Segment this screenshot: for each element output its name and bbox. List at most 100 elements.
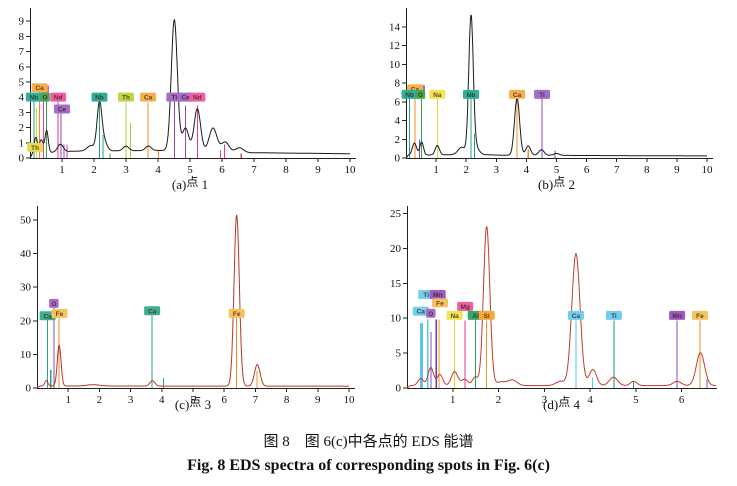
axes: [26, 8, 356, 162]
svg-text:Nb: Nb: [405, 92, 414, 99]
svg-text:8: 8: [19, 31, 25, 43]
element-lines: [47, 308, 258, 388]
svg-text:9: 9: [19, 16, 25, 28]
svg-text:Ce: Ce: [181, 95, 190, 102]
svg-text:Fe: Fe: [436, 300, 444, 307]
tick-labels: 0 5 10 15 20 25 1 2 3 4 5 6: [390, 208, 685, 406]
svg-text:8: 8: [644, 164, 650, 176]
axes: [402, 8, 713, 162]
svg-text:Mn: Mn: [672, 313, 681, 320]
svg-text:Ca: Ca: [35, 85, 44, 92]
svg-text:0: 0: [396, 383, 402, 395]
svg-text:6: 6: [219, 164, 225, 176]
tick-labels: 0 10 20 30 40 50 1 2 3 4 5 6 7 8 9 10: [20, 215, 355, 406]
element-lines: [33, 91, 242, 158]
svg-text:Mg: Mg: [460, 304, 469, 311]
svg-text:5: 5: [633, 394, 639, 406]
svg-text:12: 12: [389, 40, 400, 52]
svg-text:25: 25: [390, 208, 402, 220]
axes: [403, 206, 717, 392]
svg-text:Ti: Ti: [539, 92, 545, 99]
svg-text:Mn: Mn: [433, 292, 442, 299]
svg-text:40: 40: [20, 248, 32, 260]
svg-text:5: 5: [554, 164, 560, 176]
svg-text:6: 6: [395, 96, 401, 108]
subplot-caption: (d)点 4: [543, 395, 580, 412]
svg-text:Ca: Ca: [417, 309, 426, 316]
svg-text:Nb: Nb: [467, 92, 476, 99]
svg-text:14: 14: [389, 21, 401, 33]
svg-text:4: 4: [395, 115, 401, 127]
svg-text:4: 4: [524, 164, 530, 176]
svg-text:5: 5: [187, 164, 193, 176]
svg-text:Na: Na: [433, 92, 442, 99]
svg-text:Nd: Nd: [193, 95, 202, 102]
svg-text:Th: Th: [31, 145, 39, 152]
svg-text:Al: Al: [472, 313, 479, 320]
svg-text:4: 4: [19, 92, 25, 104]
svg-text:Ti: Ti: [171, 95, 177, 102]
spectrum-curve: [405, 14, 707, 159]
svg-text:Fe: Fe: [696, 313, 704, 320]
svg-text:8: 8: [283, 164, 289, 176]
figure-caption-english: Fig. 8 EDS spectra of corresponding spot…: [187, 457, 550, 474]
element-labels: CaNbONaNbCaTi: [401, 84, 551, 99]
svg-text:8: 8: [395, 78, 401, 90]
svg-text:5: 5: [396, 348, 402, 360]
svg-text:7: 7: [251, 164, 257, 176]
subplot-caption: (a)点 1: [172, 175, 208, 192]
svg-text:Ca: Ca: [513, 92, 522, 99]
svg-text:4: 4: [159, 394, 165, 406]
svg-text:2: 2: [91, 164, 97, 176]
svg-text:0: 0: [26, 383, 32, 395]
svg-text:50: 50: [20, 215, 32, 227]
svg-text:3: 3: [123, 164, 129, 176]
spectrum-curve: [29, 18, 350, 159]
svg-text:10: 10: [344, 394, 356, 406]
svg-text:Fe: Fe: [56, 311, 64, 318]
svg-text:6: 6: [679, 394, 685, 406]
svg-text:3: 3: [494, 164, 500, 176]
axes: [33, 206, 355, 392]
svg-text:10: 10: [345, 164, 357, 176]
svg-text:10: 10: [389, 59, 401, 71]
subplot-caption: (c)点 3: [175, 395, 211, 412]
figure-caption-chinese: 图 8 图 6(c)中各点的 EDS 能谱: [263, 434, 474, 450]
svg-text:Nb: Nb: [30, 95, 39, 102]
svg-text:1: 1: [19, 137, 25, 149]
svg-text:4: 4: [155, 164, 161, 176]
svg-text:Ca: Ca: [148, 308, 157, 315]
svg-text:1: 1: [59, 164, 65, 176]
svg-text:Ca: Ca: [144, 95, 153, 102]
svg-text:Si: Si: [484, 313, 490, 320]
svg-text:2: 2: [395, 134, 401, 146]
svg-text:20: 20: [390, 243, 402, 255]
svg-text:5: 5: [19, 76, 25, 88]
svg-text:7: 7: [614, 164, 620, 176]
svg-text:3: 3: [128, 394, 134, 406]
spectrum-plot: 0246810121412345678910CaNbONaNbCaTi(b)点 …: [389, 8, 713, 192]
svg-text:Nb: Nb: [95, 95, 104, 102]
eds-spectrum-d-spot4: 0 5 10 15 20 25 1 2 3 4 5 6 Ti Mn Fe Ca O Na Mg Al Si Ca Ti Mn F…: [368, 200, 737, 422]
svg-text:7: 7: [19, 46, 25, 58]
svg-text:6: 6: [584, 164, 590, 176]
svg-text:Ce: Ce: [58, 107, 67, 114]
svg-text:6: 6: [19, 61, 25, 73]
svg-text:0: 0: [19, 153, 25, 165]
svg-text:Ca: Ca: [572, 313, 581, 320]
svg-text:O: O: [51, 301, 56, 308]
svg-text:2: 2: [97, 394, 103, 406]
svg-text:O: O: [428, 311, 433, 318]
svg-text:8: 8: [284, 394, 290, 406]
svg-text:O: O: [418, 92, 423, 99]
svg-text:2: 2: [463, 164, 469, 176]
subplot-caption: (b)点 2: [538, 175, 575, 192]
svg-text:9: 9: [674, 164, 680, 176]
svg-text:4: 4: [587, 394, 593, 406]
